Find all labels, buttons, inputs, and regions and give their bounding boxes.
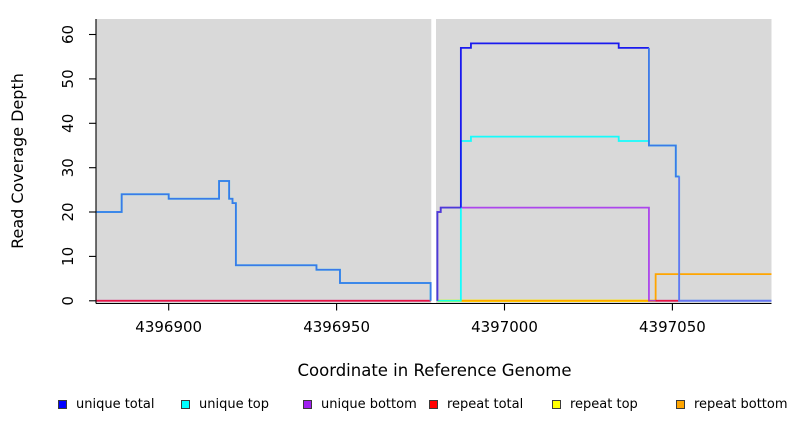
svg-text:4396900: 4396900 [135, 318, 202, 336]
series-unique-total [96, 42, 772, 302]
y-axis-title: Read Coverage Depth [8, 73, 27, 249]
x-axis-title: Coordinate in Reference Genome [297, 361, 572, 380]
svg-text:20: 20 [59, 202, 77, 221]
svg-text:60: 60 [59, 25, 77, 44]
svg-text:40: 40 [59, 114, 77, 133]
svg-text:4396950: 4396950 [303, 318, 370, 336]
svg-text:10: 10 [59, 247, 77, 266]
svg-text:4397000: 4397000 [471, 318, 538, 336]
svg-text:30: 30 [59, 158, 77, 177]
missing-data-band [431, 19, 436, 303]
svg-text:4397050: 4397050 [639, 318, 706, 336]
svg-text:0: 0 [59, 296, 77, 306]
series-repeat-bottom [460, 273, 772, 302]
svg-text:50: 50 [59, 69, 77, 88]
axes: 4396900 4396950 4397000 4397050 0 10 20 30 40 50 6… [59, 19, 772, 336]
